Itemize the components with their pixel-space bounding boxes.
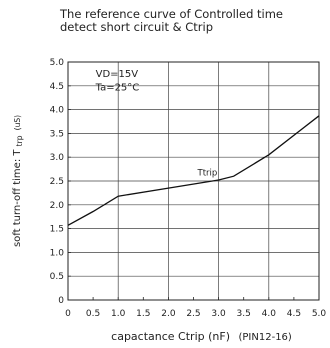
y-tick-label: 1.5 bbox=[50, 225, 64, 235]
condition-ta-label: Ta=25°C bbox=[95, 83, 140, 94]
x-axis-title-text: capactance Ctrip (nF) bbox=[111, 330, 230, 343]
y-tick-label: 1.0 bbox=[50, 248, 65, 258]
x-tick-label: 2.5 bbox=[186, 309, 200, 319]
y-axis-title: soft turn-off time: T trp (uS) bbox=[12, 115, 25, 247]
y-tick-label: 3.0 bbox=[50, 153, 65, 163]
x-axis-title-suffix: (PIN12-16) bbox=[239, 332, 292, 343]
x-tick-label: 5.0 bbox=[312, 309, 327, 319]
chart-title-line-2: detect short circuit & Ctrip bbox=[60, 20, 214, 34]
series-line-ttrip bbox=[67, 115, 320, 226]
y-tick-label: 3.5 bbox=[50, 129, 64, 139]
x-axis-title: capactance Ctrip (nF) (PIN12-16) bbox=[111, 330, 292, 343]
y-axis-title-sub: trp bbox=[15, 135, 24, 146]
chart-title-line-1: The reference curve of Controlled time bbox=[60, 7, 284, 21]
condition-vd-text: VD=15V bbox=[96, 69, 139, 80]
curve-label-ttrip: Ttrip bbox=[197, 168, 218, 178]
x-tick-label: 0 bbox=[65, 309, 71, 319]
y-tick-label: 4.5 bbox=[50, 82, 64, 92]
x-tick-label: 3.5 bbox=[237, 309, 251, 319]
y-tick-label: 2.0 bbox=[50, 201, 65, 211]
x-tick-label: 0.5 bbox=[86, 309, 100, 319]
x-tick-label: 2.0 bbox=[161, 309, 176, 319]
y-tick-label: 0.5 bbox=[50, 272, 64, 282]
y-tick-label: 0 bbox=[58, 296, 64, 306]
x-tick-label: 4.5 bbox=[287, 309, 301, 319]
grid bbox=[68, 62, 319, 300]
x-tick-label: 1.5 bbox=[136, 309, 150, 319]
x-tick-label: 1.0 bbox=[111, 309, 126, 319]
y-tick-label: 2.5 bbox=[50, 177, 64, 187]
ticks: 0 0.5 1.0 1.5 2.0 2.5 3.0 3.5 4.0 4.5 5.0 0 0.5 1.0 1.… bbox=[50, 58, 327, 319]
x-tick-label: 4.0 bbox=[262, 309, 277, 319]
y-axis-title-unit: (uS) bbox=[13, 115, 22, 130]
y-tick-label: 5.0 bbox=[50, 58, 65, 68]
condition-vd-label: VD=15V bbox=[96, 69, 139, 80]
y-axis-title-main: soft turn-off time: T bbox=[12, 149, 23, 247]
x-tick-label: 3.0 bbox=[211, 309, 226, 319]
y-tick-label: 4.0 bbox=[50, 106, 65, 116]
